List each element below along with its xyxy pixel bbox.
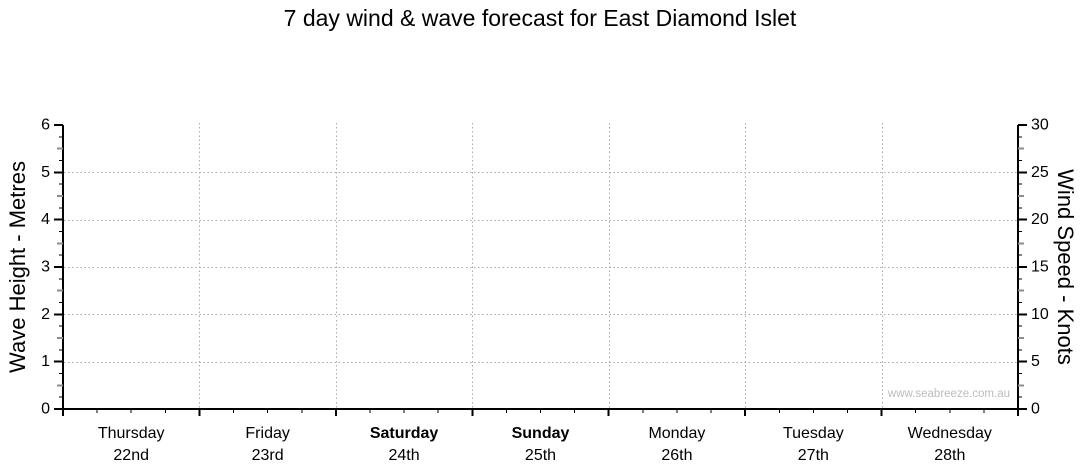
- x-axis-day-label: Saturday: [370, 425, 439, 442]
- x-axis-day-label: Wednesday: [908, 425, 992, 442]
- x-axis-day-label: Thursday: [98, 425, 165, 442]
- left-axis-tick-label: 1: [41, 353, 50, 370]
- right-axis-tick-label: 15: [1031, 259, 1049, 276]
- left-axis-tick-label: 0: [41, 401, 50, 418]
- left-axis-tick-label: 2: [41, 306, 50, 323]
- left-axis-tick-label: 5: [41, 164, 50, 181]
- x-axis-day-label: Monday: [648, 425, 705, 442]
- x-axis-date-label: 25th: [525, 447, 556, 464]
- x-axis-date-label: 23rd: [252, 447, 284, 464]
- right-axis-tick-label: 30: [1031, 117, 1049, 134]
- x-axis-date-label: 24th: [389, 447, 420, 464]
- right-axis-tick-label: 20: [1031, 211, 1049, 228]
- left-axis-tick-label: 6: [41, 117, 50, 134]
- right-axis-tick-label: 0: [1031, 401, 1040, 418]
- right-axis-tick-label: 25: [1031, 164, 1049, 181]
- right-axis-tick-label: 10: [1031, 306, 1049, 323]
- left-axis-tick-label: 4: [41, 211, 50, 228]
- x-axis-date-label: 28th: [934, 447, 965, 464]
- x-axis-day-label: Friday: [245, 425, 289, 442]
- chart-title: 7 day wind & wave forecast for East Diam…: [283, 5, 797, 31]
- left-axis-tick-label: 3: [41, 259, 50, 276]
- x-axis-date-label: 27th: [798, 447, 829, 464]
- x-axis-day-label: Sunday: [512, 425, 570, 442]
- x-axis-date-label: 26th: [661, 447, 692, 464]
- watermark: www.seabreeze.com.au: [887, 388, 1010, 400]
- x-axis-date-label: 22nd: [113, 447, 149, 464]
- right-axis-tick-label: 5: [1031, 353, 1040, 370]
- x-axis-day-label: Tuesday: [783, 425, 844, 442]
